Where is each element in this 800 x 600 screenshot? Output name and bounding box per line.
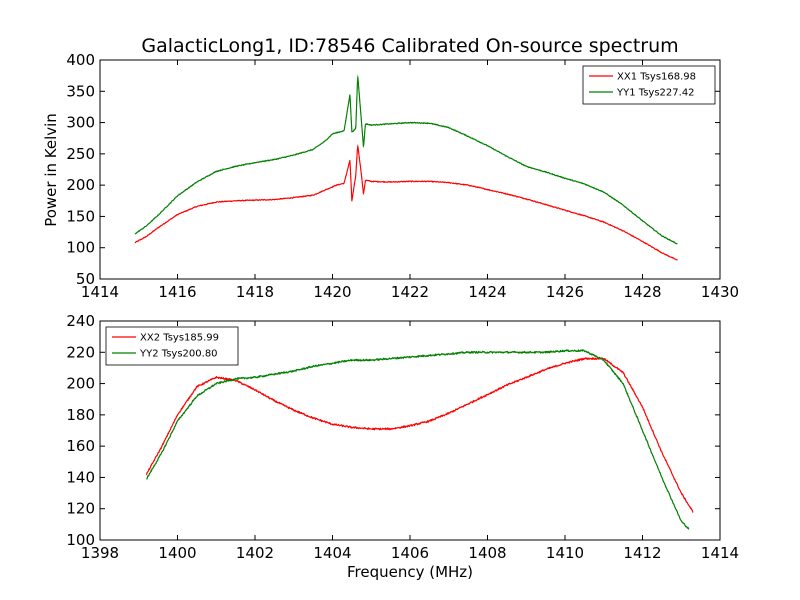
y-tick-label: 300 [66, 114, 95, 132]
x-axis-label: Frequency (MHz) [347, 563, 473, 581]
x-tick-label: 1410 [546, 544, 584, 562]
y-tick-label: 180 [66, 406, 95, 424]
y-tick-label: 350 [66, 82, 95, 100]
x-tick-label: 1402 [236, 544, 274, 562]
legend-label: YY2 Tsys200.80 [139, 349, 218, 360]
x-tick-label: 1400 [158, 544, 196, 562]
series-line-yy [146, 349, 690, 530]
y-tick-label: 100 [66, 531, 95, 549]
chart-title: GalacticLong1, ID:78546 Calibrated On-so… [141, 35, 678, 57]
y-tick-label: 100 [66, 239, 95, 257]
x-tick-label: 1414 [81, 283, 119, 301]
series-outline [134, 144, 678, 261]
x-tick-label: 1408 [468, 544, 506, 562]
y-tick-label: 50 [76, 270, 95, 288]
y-tick-label: 160 [66, 437, 95, 455]
top-plot: 1414 1416 1418 1420 1422 1424 1426 1428 1430 50 10… [66, 51, 739, 301]
y-tick-label: 220 [66, 343, 95, 361]
y-tick-label: 200 [66, 375, 95, 393]
x-tick-label: 1404 [313, 544, 351, 562]
series-line-xx [134, 145, 678, 261]
y-tick-label: 240 [66, 312, 95, 330]
legend-label: XX2 Tsys185.99 [140, 333, 219, 344]
series-outline [134, 74, 678, 245]
x-tick-label: 1406 [391, 544, 429, 562]
x-tick-label: 1422 [391, 283, 429, 301]
x-tick-label: 1414 [701, 544, 739, 562]
x-tick-label: 1398 [81, 544, 119, 562]
x-tick-label: 1416 [158, 283, 196, 301]
x-tick-label: 1430 [701, 283, 739, 301]
x-tick-label: 1412 [623, 544, 661, 562]
legend-label: XX1 Tsys168.98 [617, 72, 696, 83]
x-tick-label: 1420 [313, 283, 351, 301]
legend-box [105, 326, 239, 366]
y-tick-label: 140 [66, 468, 95, 486]
x-tick-label: 1428 [623, 283, 661, 301]
x-tick-label: 1418 [236, 283, 274, 301]
legend-box [582, 65, 716, 105]
x-tick-label: 1424 [468, 283, 506, 301]
y-tick-label: 150 [66, 207, 95, 225]
y-tick-label: 200 [66, 176, 95, 194]
x-tick-label: 1426 [546, 283, 584, 301]
series-outline [146, 350, 690, 530]
y-axis-label: Power in Kelvin [42, 113, 60, 227]
y-tick-label: 120 [66, 500, 95, 518]
y-tick-label: 400 [66, 51, 95, 69]
y-tick-label: 250 [66, 145, 95, 163]
legend-label: YY1 Tsys227.42 [616, 88, 695, 99]
bottom-plot: 1398 1400 1402 1404 1406 1408 1410 1412 1414 100 1… [66, 312, 739, 562]
